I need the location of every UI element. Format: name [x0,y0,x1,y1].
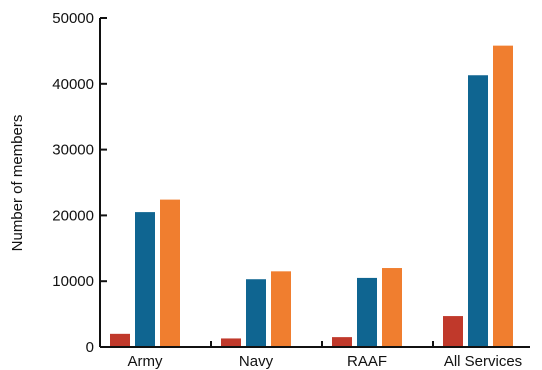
bar-all-services-series-3 [493,45,513,348]
bar-raaf-series-2 [357,277,377,347]
bar-navy-series-1 [221,338,241,347]
y-tick-label: 0 [86,339,94,356]
x-tick-label: Navy [239,353,274,370]
bars-layer [110,45,513,348]
y-tick-label: 10000 [52,273,94,290]
y-axis-title: Number of members [9,115,26,252]
x-tick-label: All Services [444,353,522,370]
bar-all-services-series-2 [468,75,488,347]
bar-raaf-series-3 [382,268,402,347]
x-tick-label: Army [128,353,163,370]
y-tick-label: 40000 [52,76,94,93]
bar-army-series-2 [135,212,155,347]
bar-navy-series-2 [246,279,266,347]
bar-raaf-series-1 [332,337,352,347]
y-tick-label: 30000 [52,142,94,159]
labels-layer: Army Navy RAAF All Services 0 10000 20000 30000… [9,10,522,370]
y-tick-label: 20000 [52,207,94,224]
bar-all-services-series-1 [443,316,463,347]
bar-army-series-1 [110,333,130,347]
x-tick-label: RAAF [347,353,387,370]
bar-army-series-3 [160,199,180,347]
axes-layer [99,17,530,348]
bar-navy-series-3 [271,271,291,347]
y-tick-label: 50000 [52,10,94,27]
